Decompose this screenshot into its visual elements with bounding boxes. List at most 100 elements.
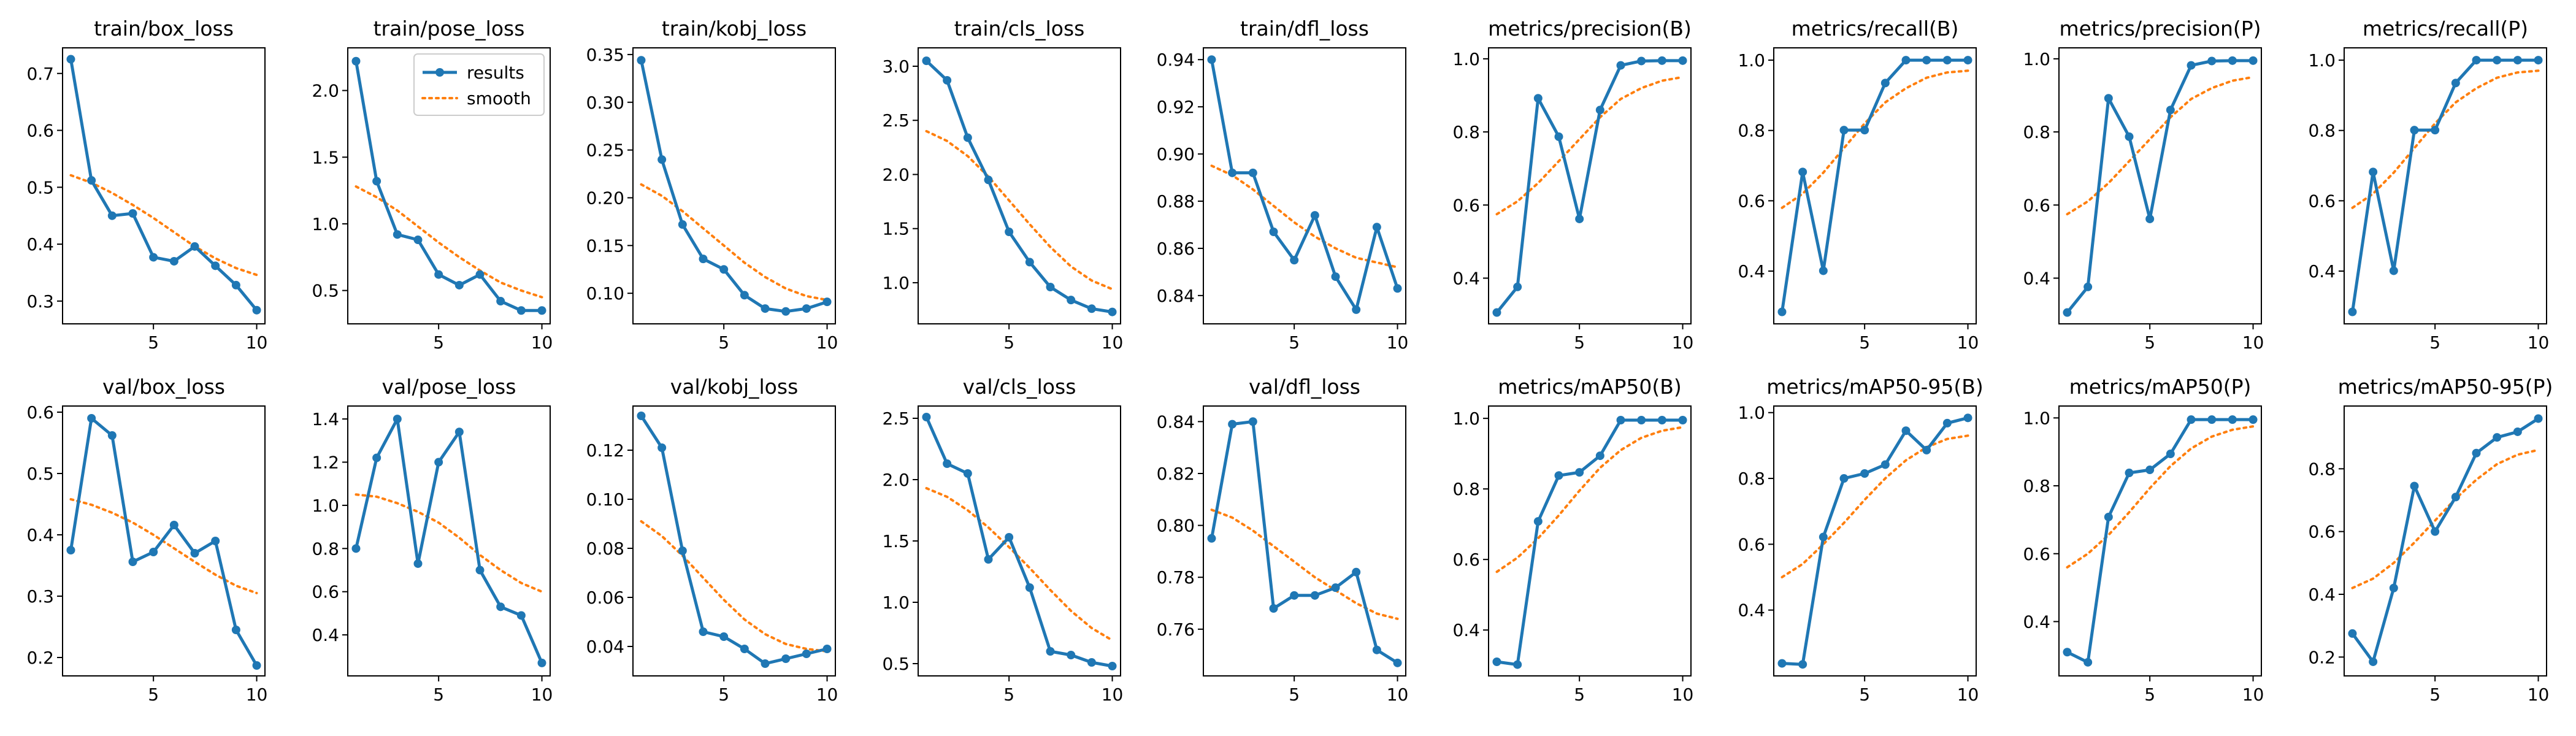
data-point-results	[781, 307, 791, 316]
subplot-val-box-loss: val/box_loss 5 10 0.2 0.3 0.4 0.5 0.6	[26, 375, 267, 705]
y-tick-label: 0.8	[312, 539, 339, 559]
axes-frame	[1488, 405, 1692, 677]
y-tick-label: 0.94	[1157, 50, 1195, 70]
legend-label-smooth: smooth	[467, 88, 531, 109]
series-line-results	[1781, 58, 1968, 312]
series-line-results	[925, 59, 1113, 314]
series-line-smooth	[69, 498, 258, 594]
series-line-smooth	[1495, 426, 1684, 573]
series-line-smooth	[2351, 69, 2540, 209]
x-tick-label: 10	[816, 684, 838, 705]
y-tick-label: 1.0	[1452, 49, 1480, 69]
subplot-val-cls-loss: val/cls_loss 5 10 0.5 1.0 1.5 2.0 2.5	[882, 375, 1123, 705]
data-point-results	[475, 565, 485, 575]
data-point-results	[1777, 307, 1787, 316]
data-point-results	[169, 521, 178, 529]
x-tick-label: 5	[1003, 684, 1014, 705]
x-tick-label: 5	[1859, 332, 1870, 353]
data-point-results	[1269, 228, 1278, 236]
data-point-results	[516, 611, 526, 620]
y-tick-label: 0.6	[2308, 522, 2336, 542]
series-line-results	[69, 59, 258, 312]
data-point-results	[1819, 532, 1828, 542]
series-line-smooth	[2066, 425, 2255, 569]
y-tick-label: 0.20	[586, 188, 624, 208]
data-point-results	[1922, 445, 1931, 454]
axes-frame	[1773, 47, 1977, 324]
y-tick-label: 0.8	[1452, 479, 1480, 499]
data-point-results	[822, 645, 832, 653]
x-tick-label: 10	[1672, 332, 1694, 353]
x-tick-label: 5	[433, 332, 444, 353]
series-line-smooth	[69, 174, 258, 277]
x-tick-label: 5	[148, 332, 159, 353]
data-point-results	[922, 413, 931, 421]
series-line-smooth	[640, 520, 829, 653]
series-line-results	[2351, 58, 2539, 312]
y-tick-label: 0.86	[1157, 239, 1195, 259]
data-point-results	[1880, 460, 1890, 469]
series-line-results	[1782, 416, 1969, 666]
data-point-results	[1901, 426, 1911, 435]
data-point-results	[2369, 167, 2378, 177]
data-point-results	[1554, 471, 1563, 480]
y-tick-label: 2.0	[882, 164, 910, 185]
data-point-results	[434, 270, 443, 279]
y-tick-label: 1.0	[882, 592, 910, 613]
data-point-results	[2125, 469, 2134, 478]
data-point-results	[2083, 282, 2093, 291]
data-point-results	[1901, 56, 1911, 65]
y-tick-label: 0.6	[2023, 195, 2050, 215]
data-point-results	[211, 537, 220, 545]
y-tick-label: 0.3	[26, 586, 54, 607]
data-point-results	[252, 305, 261, 315]
data-point-results	[740, 645, 749, 653]
axes-frame	[918, 47, 1121, 324]
series-line-results	[1210, 59, 1399, 312]
x-tick-label: 10	[1957, 684, 1979, 705]
data-point-results	[699, 255, 708, 264]
data-point-results	[537, 306, 546, 315]
data-point-results	[719, 265, 729, 274]
y-tick-label: 0.4	[1738, 600, 1765, 621]
subplot-metrics-map50-p: metrics/mAP50(P) 5 10 0.4 0.6 0.8 1.0	[2023, 375, 2264, 705]
data-point-results	[351, 56, 361, 66]
y-tick-label: 1.2	[312, 453, 339, 473]
y-tick-label: 0.90	[1157, 144, 1195, 164]
y-tick-label: 0.4	[2023, 611, 2050, 632]
data-point-results	[1352, 305, 1361, 314]
subplot-title: val/dfl_loss	[1249, 375, 1360, 399]
y-tick-label: 0.7	[26, 64, 54, 84]
y-tick-label: 0.6	[2023, 544, 2050, 564]
data-point-results	[963, 133, 972, 142]
legend-box	[413, 53, 545, 116]
data-point-results	[1616, 61, 1625, 70]
x-tick-label: 5	[2429, 684, 2440, 705]
y-tick-label: 0.8	[2023, 476, 2050, 496]
subplot-title: train/cls_loss	[954, 17, 1085, 40]
y-tick-label: 0.5	[26, 464, 54, 484]
y-tick-label: 0.6	[1738, 534, 1765, 554]
series-line-results	[925, 416, 1113, 668]
y-tick-label: 0.6	[26, 402, 54, 423]
y-tick-label: 0.4	[312, 625, 339, 645]
y-tick-label: 0.5	[312, 281, 339, 301]
data-point-results	[1025, 583, 1034, 592]
y-tick-label: 0.78	[1157, 567, 1195, 588]
x-tick-label: 10	[246, 332, 268, 353]
data-point-results	[1492, 308, 1501, 317]
subplot-val-kobj-loss: val/kobj_loss 5 10 0.04 0.06 0.08 0.10 0.12	[586, 375, 838, 705]
y-tick-label: 1.0	[2308, 50, 2336, 71]
series-line-smooth	[1781, 69, 1969, 209]
subplot-title: val/pose_loss	[382, 375, 516, 399]
data-point-results	[1657, 56, 1666, 65]
data-point-results	[372, 453, 381, 462]
data-point-results	[1025, 258, 1034, 267]
y-tick-label: 0.12	[586, 440, 624, 461]
y-tick-label: 0.25	[586, 140, 624, 161]
data-point-results	[2063, 308, 2072, 317]
data-point-results	[1963, 413, 1972, 423]
data-point-results	[802, 304, 811, 313]
data-point-results	[107, 431, 117, 440]
subplot-title: metrics/recall(P)	[2363, 17, 2528, 40]
